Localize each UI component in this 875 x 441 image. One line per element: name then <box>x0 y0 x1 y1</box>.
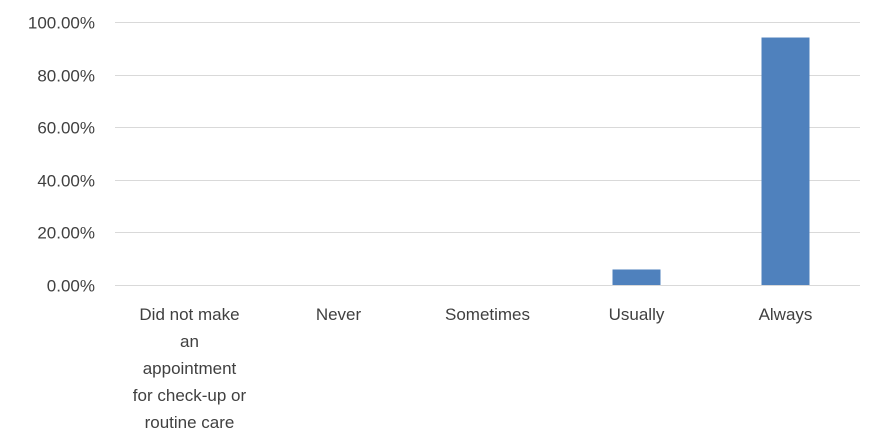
x-tick-label-line: an <box>180 332 199 351</box>
y-tick-label: 0.00% <box>47 277 95 296</box>
x-tick-label: Never <box>316 305 362 324</box>
x-tick-label-line: Sometimes <box>445 305 530 324</box>
y-tick-label: 40.00% <box>37 172 95 191</box>
x-tick-label-line: Did not make <box>139 305 239 324</box>
x-tick-label-line: Usually <box>609 305 665 324</box>
bars <box>612 37 810 285</box>
x-tick-label-line: appointment <box>143 359 237 378</box>
y-tick-label: 100.00% <box>28 14 95 33</box>
y-tick-label: 60.00% <box>37 119 95 138</box>
x-tick-label: Sometimes <box>445 305 530 324</box>
x-tick-label-line: routine care <box>145 413 235 432</box>
x-axis-ticks: Did not make an appointment for check-up or… <box>133 305 813 432</box>
x-tick-label: Did not make an appointment for check-up or… <box>133 305 247 432</box>
y-tick-label: 20.00% <box>37 224 95 243</box>
x-tick-label-line: for check-up or <box>133 386 247 405</box>
x-tick-label: Usually <box>609 305 665 324</box>
gridlines <box>115 22 860 286</box>
y-tick-label: 80.00% <box>37 67 95 86</box>
x-tick-label: Always <box>759 305 813 324</box>
x-tick-label-line: Never <box>316 305 362 324</box>
bar <box>612 269 661 285</box>
bar <box>761 37 810 285</box>
x-tick-label-line: Always <box>759 305 813 324</box>
y-axis-ticks: 0.00% 20.00% 40.00% 60.00% 80.00% 100.00% <box>28 14 95 296</box>
